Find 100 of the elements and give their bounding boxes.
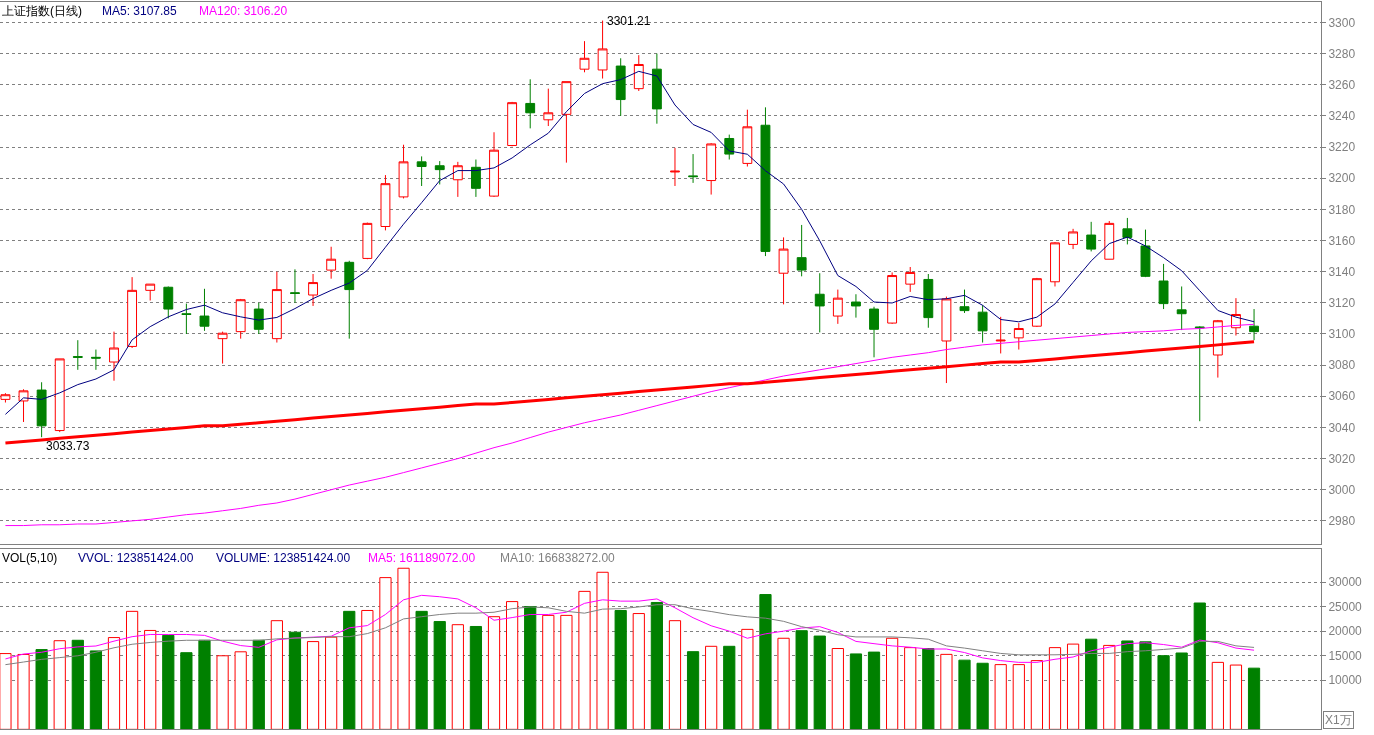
annotation: 3033.73 bbox=[46, 439, 90, 453]
candlestick bbox=[525, 78, 536, 129]
candlestick bbox=[1176, 285, 1187, 331]
y-tick-label: 3220 bbox=[1328, 140, 1356, 155]
y-tick-label: 3060 bbox=[1328, 389, 1356, 404]
candlestick bbox=[217, 331, 228, 365]
bar bbox=[1193, 602, 1206, 730]
bar bbox=[831, 648, 844, 730]
bar bbox=[306, 641, 320, 730]
bar bbox=[614, 609, 627, 730]
candlestick bbox=[163, 285, 174, 319]
y-tick-label: 3020 bbox=[1328, 451, 1356, 466]
y-tick-label: 3180 bbox=[1328, 202, 1356, 217]
bar bbox=[451, 624, 464, 730]
candlestick bbox=[271, 271, 282, 344]
bar bbox=[415, 610, 428, 730]
bar bbox=[904, 647, 917, 730]
candlestick bbox=[109, 331, 119, 382]
y-tick-label: 20000 bbox=[1328, 624, 1363, 639]
chart-title: 上证指数(日线) bbox=[2, 4, 82, 18]
candlestick bbox=[724, 134, 735, 161]
candlestick bbox=[814, 272, 825, 333]
bar bbox=[542, 614, 555, 730]
candlestick bbox=[1050, 241, 1060, 287]
candlestick bbox=[308, 273, 318, 307]
candlestick bbox=[633, 54, 644, 92]
annotation: VVOL: 123851424.00 bbox=[78, 551, 194, 565]
bar bbox=[1229, 664, 1243, 730]
y-tick-label: 3240 bbox=[1328, 109, 1356, 124]
candlestick bbox=[1158, 263, 1169, 310]
text: MA5: 3107.85 bbox=[102, 4, 178, 18]
bar bbox=[125, 610, 139, 730]
candlestick bbox=[416, 155, 427, 187]
candlestick bbox=[995, 316, 1006, 354]
y-tick-label: 3160 bbox=[1328, 233, 1356, 248]
bar bbox=[958, 659, 971, 730]
bar bbox=[270, 620, 283, 730]
candlestick bbox=[72, 339, 83, 371]
bar bbox=[1085, 638, 1098, 730]
y-tick-label: 10000 bbox=[1328, 673, 1363, 688]
candlestick bbox=[923, 273, 934, 329]
candlestick bbox=[543, 88, 554, 127]
y-tick-label: 3260 bbox=[1328, 77, 1356, 92]
bar bbox=[994, 664, 1007, 730]
bar bbox=[71, 639, 84, 730]
text: MA5: 161189072.00 bbox=[368, 551, 476, 565]
bar bbox=[849, 653, 863, 730]
candlestick bbox=[651, 53, 662, 125]
bar bbox=[1157, 655, 1170, 730]
candlestick bbox=[434, 160, 445, 185]
bar bbox=[560, 614, 573, 730]
y-tick-label: 3280 bbox=[1328, 46, 1356, 61]
bar bbox=[1066, 643, 1080, 730]
candlestick bbox=[181, 303, 192, 335]
bar bbox=[795, 630, 808, 730]
y-tick-label: 3000 bbox=[1328, 482, 1356, 497]
candlestick bbox=[887, 271, 898, 325]
candlestick bbox=[597, 20, 608, 80]
bar bbox=[397, 567, 410, 730]
bar bbox=[1012, 664, 1025, 730]
candlestick bbox=[1068, 228, 1079, 250]
bar bbox=[252, 639, 265, 730]
y-tick-label: 3100 bbox=[1328, 327, 1356, 342]
bar bbox=[144, 629, 157, 730]
candlestick bbox=[507, 101, 518, 147]
bar bbox=[1175, 652, 1188, 730]
candlestick bbox=[36, 381, 47, 438]
bar bbox=[578, 590, 591, 730]
candlestick bbox=[127, 276, 138, 349]
candlestick bbox=[760, 106, 771, 257]
candlestick bbox=[869, 306, 879, 358]
candlestick bbox=[253, 302, 264, 335]
bar bbox=[759, 594, 772, 730]
text: MA10: 166838272.00 bbox=[500, 551, 616, 565]
candlestick bbox=[326, 246, 337, 280]
candlestick bbox=[670, 147, 680, 187]
y-tick-label: 15000 bbox=[1328, 648, 1363, 663]
bar bbox=[1139, 641, 1152, 730]
bar bbox=[886, 637, 899, 730]
candlestick bbox=[615, 57, 626, 117]
bar bbox=[433, 621, 446, 730]
candlestick bbox=[344, 260, 355, 340]
candlestick bbox=[90, 349, 101, 371]
bar bbox=[867, 651, 881, 730]
candlestick bbox=[706, 142, 717, 196]
text: MA120: 3106.20 bbox=[199, 4, 288, 18]
bar bbox=[922, 648, 935, 730]
candlestick bbox=[1122, 217, 1133, 245]
candlestick bbox=[1031, 277, 1042, 328]
y-tick-label: 3120 bbox=[1328, 296, 1356, 311]
bar bbox=[234, 651, 247, 730]
y-tick-label: 30000 bbox=[1328, 575, 1363, 590]
candlestick bbox=[145, 283, 156, 301]
bar bbox=[596, 571, 609, 730]
y-tick-label: 2980 bbox=[1328, 514, 1356, 529]
bar bbox=[469, 625, 483, 730]
candlestick bbox=[380, 174, 391, 231]
bar bbox=[650, 601, 663, 730]
candlestick bbox=[1104, 220, 1115, 260]
bar bbox=[723, 645, 736, 730]
